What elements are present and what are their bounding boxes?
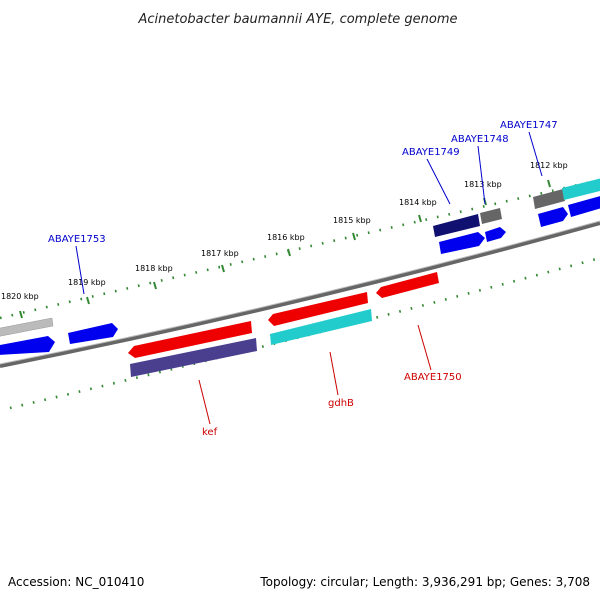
gene-feature-ABAYE1749-lower[interactable] — [439, 232, 485, 254]
gene-feature-blue-edge[interactable] — [538, 207, 568, 227]
gene-label-ABAYE1747[interactable]: ABAYE1747 — [500, 120, 558, 131]
gene-feature-ABAYE1747[interactable] — [533, 189, 565, 209]
gene-feature-ABAYE1750[interactable] — [376, 272, 439, 298]
scale-label-1818: 1818 kbp — [135, 264, 173, 273]
gene-feature-blue-ABAYE1753[interactable] — [68, 323, 118, 344]
scale-label-1819: 1819 kbp — [68, 278, 106, 287]
major-tick — [287, 248, 291, 257]
gene-feature-cyan-edge[interactable] — [562, 178, 600, 200]
forward-features — [0, 178, 600, 355]
major-tick — [19, 310, 23, 319]
leader-ABAYE1748 — [477, 145, 486, 205]
topology-text: Topology: circular; Length: 3,936,291 bp… — [259, 575, 590, 589]
gene-labels: ABAYE1753 ABAYE1749 ABAYE1748 ABAYE1747 … — [48, 120, 558, 438]
gene-feature-ABAYE1749[interactable] — [433, 214, 480, 237]
upper-minor-ticks — [0, 178, 600, 320]
scale-label-1817: 1817 kbp — [201, 249, 239, 258]
gene-feature-ABAYE1748-lower[interactable] — [485, 227, 506, 242]
major-tick — [86, 296, 90, 305]
backbone-line — [0, 221, 600, 368]
accession-text: Accession: NC_010410 — [8, 575, 144, 589]
scale-label-1815: 1815 kbp — [333, 216, 371, 225]
gene-feature-red-mid[interactable] — [268, 292, 368, 326]
scale-label-1820: 1820 kbp — [1, 292, 39, 301]
gene-feature-ABAYE1748[interactable] — [480, 208, 502, 224]
scale-label-1816: 1816 kbp — [267, 233, 305, 242]
major-tick — [418, 214, 422, 223]
leader-ABAYE1753 — [75, 245, 85, 295]
backbone-highlight — [0, 220, 600, 365]
map-title: Acinetobacter baumannii AYE, complete ge… — [137, 12, 457, 27]
leader-ABAYE1750 — [417, 324, 432, 371]
major-ticks — [19, 179, 551, 319]
upper-tick-row — [0, 178, 600, 320]
major-tick — [547, 179, 551, 188]
leader-kef — [198, 379, 211, 425]
gene-label-kef[interactable]: kef — [202, 427, 218, 438]
gene-feature-gdhB[interactable] — [270, 309, 372, 345]
gene-feature-blue[interactable] — [0, 336, 55, 355]
lower-tick-row — [9, 256, 600, 410]
major-tick — [153, 281, 157, 290]
gene-label-ABAYE1748[interactable]: ABAYE1748 — [451, 134, 509, 145]
reverse-features — [128, 272, 439, 377]
gene-feature-kef[interactable] — [128, 321, 252, 358]
gene-feature-slate[interactable] — [130, 338, 257, 377]
gene-feature-blue-edge-2[interactable] — [568, 195, 600, 217]
scale-label-1812: 1812 kbp — [530, 161, 568, 170]
leader-ABAYE1749 — [426, 158, 451, 205]
gene-feature-gray[interactable] — [0, 317, 54, 337]
leader-ABAYE1747 — [528, 131, 543, 177]
genome-backbone — [0, 220, 600, 368]
gene-label-ABAYE1749[interactable]: ABAYE1749 — [402, 147, 460, 158]
label-leaders — [75, 131, 543, 425]
gene-label-gdhB[interactable]: gdhB — [328, 398, 354, 409]
gene-label-ABAYE1753[interactable]: ABAYE1753 — [48, 234, 106, 245]
leader-gdhB — [329, 351, 339, 396]
gene-label-ABAYE1750[interactable]: ABAYE1750 — [404, 372, 462, 383]
scale-label-1814: 1814 kbp — [399, 198, 437, 207]
lower-minor-ticks — [9, 256, 600, 410]
major-tick — [352, 232, 356, 241]
major-tick — [221, 264, 225, 273]
